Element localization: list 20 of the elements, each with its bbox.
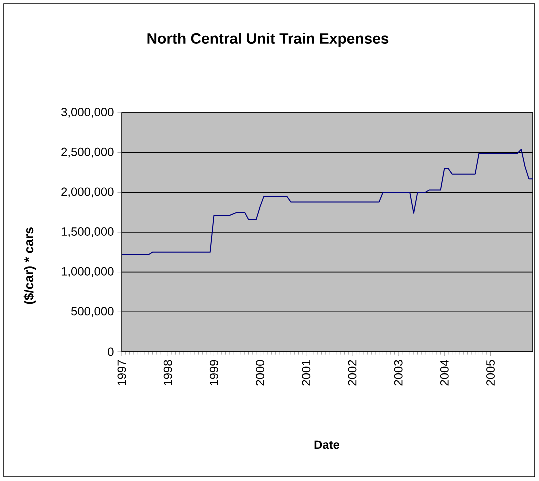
x-tick-label: 2000 — [256, 360, 265, 386]
x-tick-label: 2005 — [486, 360, 495, 386]
y-tick-label: 1,000,000 — [62, 267, 114, 278]
y-tick-label: 1,500,000 — [62, 228, 114, 238]
y-axis-title: ($/car) * cars — [24, 228, 36, 304]
y-tick-label: 2,500,000 — [62, 148, 114, 158]
line-series — [122, 149, 534, 256]
x-axis-title: Date — [314, 440, 340, 450]
y-tick-label: 0 — [108, 348, 114, 356]
x-tick-label: 2001 — [302, 360, 311, 386]
x-tick-label: 2002 — [348, 360, 357, 386]
x-tick-label: 1997 — [118, 360, 126, 386]
chart-title: North Central Unit Train Expenses — [148, 33, 389, 47]
x-tick-label: 2004 — [440, 360, 449, 386]
y-tick-label: 500,000 — [72, 307, 114, 318]
x-tick-label: 1999 — [210, 360, 218, 386]
x-tick-label: 1998 — [164, 360, 172, 386]
x-tick-label: 2003 — [394, 360, 403, 386]
y-tick-label: 3,000,000 — [62, 108, 114, 118]
y-tick-label: 2,000,000 — [62, 188, 114, 198]
